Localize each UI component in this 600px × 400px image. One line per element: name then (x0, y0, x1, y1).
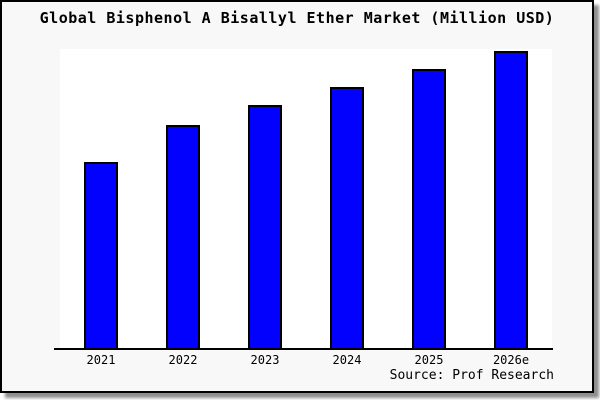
bar-2026e (494, 50, 528, 348)
source-credit: Source: Prof Research (389, 368, 554, 383)
chart-frame: Global Bisphenol A Bisallyl Ether Market… (0, 0, 594, 393)
chart-title: Global Bisphenol A Bisallyl Ether Market… (39, 9, 555, 27)
bar-2022 (166, 124, 200, 348)
bars (60, 49, 552, 348)
bar-slot (306, 49, 388, 348)
bar-slot (224, 49, 306, 348)
x-tick-label: 2022 (168, 353, 198, 367)
x-tick-label: 2025 (414, 353, 444, 367)
x-tick-label: 2023 (250, 353, 280, 367)
x-tick-label: 2026e (492, 353, 530, 367)
x-tick-labels: 2021 2022 2023 2024 2025 2026e (60, 353, 552, 367)
bar-slot (388, 49, 470, 348)
bar-2025 (412, 68, 446, 348)
bar-slot (142, 49, 224, 348)
x-tick-label: 2024 (332, 353, 362, 367)
x-axis-line (54, 348, 553, 350)
plot-area (60, 49, 552, 348)
bar-slot (470, 49, 552, 348)
bar-2021 (84, 161, 118, 348)
bar-2024 (330, 87, 364, 348)
bar-slot (60, 49, 142, 348)
bar-2023 (248, 104, 282, 348)
x-tick-label: 2021 (86, 353, 116, 367)
